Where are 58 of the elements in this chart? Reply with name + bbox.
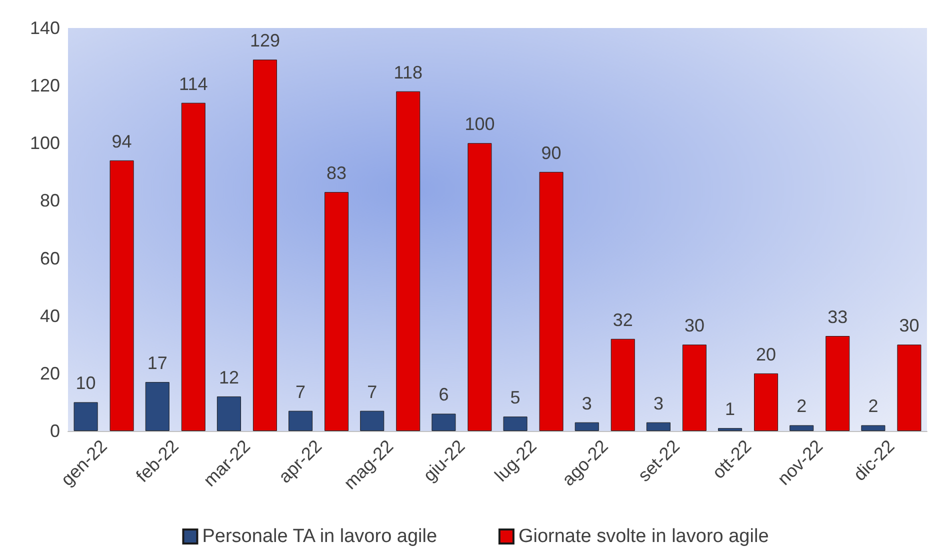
- data-label: 10: [76, 373, 96, 394]
- data-label: 3: [582, 393, 592, 414]
- data-label: 129: [250, 30, 280, 51]
- bar: [646, 422, 670, 431]
- bar: [252, 60, 277, 431]
- legend-label: Personale TA in lavoro agile: [202, 526, 438, 547]
- data-label: 1: [725, 399, 736, 420]
- bar: [790, 425, 814, 431]
- bar: [110, 160, 134, 431]
- bar: [682, 344, 706, 431]
- bar: [74, 402, 98, 431]
- data-label: 7: [296, 382, 306, 402]
- y-tick-label: 100: [30, 133, 60, 154]
- bar: [897, 344, 922, 431]
- data-label: 3: [653, 393, 664, 414]
- bar: [324, 192, 349, 431]
- data-label: 100: [464, 114, 495, 134]
- bar: [396, 91, 420, 431]
- data-label: 30: [899, 316, 920, 336]
- bar: [539, 172, 564, 431]
- data-label: 20: [756, 344, 776, 364]
- data-label: 6: [438, 384, 449, 405]
- bar: [610, 338, 635, 431]
- bar: [718, 428, 742, 431]
- bar: [360, 410, 384, 431]
- bar: [216, 396, 241, 431]
- data-label: 17: [147, 353, 168, 374]
- data-label: 118: [394, 62, 422, 82]
- bar: [145, 382, 170, 431]
- data-label: 5: [510, 388, 520, 408]
- data-label: 30: [684, 316, 704, 336]
- legend-label: Giornate svolte in lavoro agile: [518, 526, 769, 547]
- data-label: 83: [326, 163, 347, 184]
- bar: [826, 336, 850, 431]
- y-tick-label: 80: [40, 190, 60, 211]
- bar: [181, 102, 206, 431]
- data-label: 114: [179, 74, 208, 94]
- data-label: 2: [868, 396, 878, 416]
- data-label: 33: [828, 307, 848, 328]
- data-label: 7: [367, 382, 378, 402]
- bar: [861, 425, 886, 431]
- data-label: 2: [796, 396, 807, 416]
- bar: [503, 416, 528, 431]
- y-tick-label: 120: [30, 76, 60, 96]
- data-label: 32: [612, 310, 633, 330]
- y-tick-label: 140: [30, 18, 60, 38]
- y-tick-label: 40: [40, 306, 60, 326]
- data-label: 94: [112, 131, 132, 152]
- bar: [468, 143, 492, 431]
- bar: [574, 422, 599, 431]
- bar: [754, 373, 778, 431]
- data-label: 90: [541, 142, 562, 163]
- y-tick-label: 60: [40, 248, 60, 268]
- y-tick-label: 20: [40, 363, 60, 384]
- y-tick-label: 0: [50, 421, 60, 441]
- bar: [432, 414, 456, 431]
- data-label: 12: [218, 367, 239, 388]
- bar: [288, 410, 313, 431]
